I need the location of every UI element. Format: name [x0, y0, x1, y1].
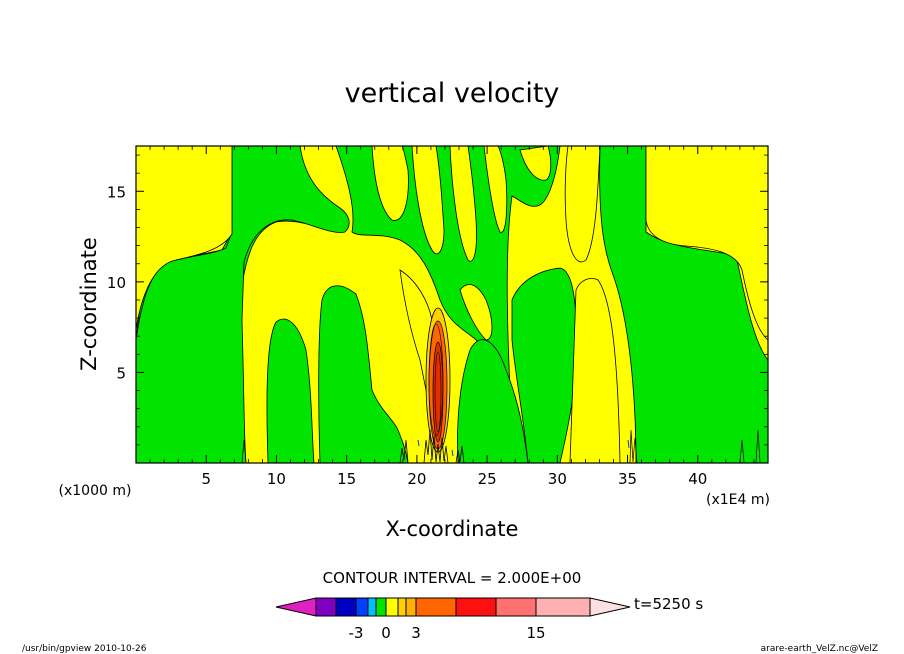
- field-region-column-1: [266, 318, 315, 463]
- x-axis-ticks: 5 10 15 20 25 30 35 40: [149, 146, 755, 488]
- colorbar-segment: [375, 597, 387, 617]
- colorbar: -3 0 3 15: [275, 597, 631, 642]
- field-region-right-yellow: [645, 146, 768, 341]
- plot-frame: [135, 145, 769, 464]
- colorbar-tick-label: 3: [411, 624, 421, 642]
- y-axis-label: Z-coordinate: [77, 237, 101, 371]
- field-region-right-upper-column: [564, 146, 601, 263]
- updraft-contour-2: [428, 323, 444, 437]
- x-tick-label: 5: [201, 470, 211, 488]
- colorbar-segment: [315, 597, 337, 617]
- colorbar-tick-label: 15: [526, 624, 545, 642]
- field-stripe-g: [459, 284, 493, 341]
- colorbar-segment: [405, 597, 417, 617]
- y-tick-label: 5: [116, 364, 126, 382]
- y-tick-label: 15: [107, 183, 126, 201]
- x-tick-label: 15: [337, 470, 356, 488]
- contour-interval: CONTOUR INTERVAL = 2.000E+00: [323, 569, 582, 587]
- x-tick-label: 10: [267, 470, 286, 488]
- x-tick-label: 20: [407, 470, 426, 488]
- colorbar-segment: [455, 597, 497, 617]
- colorbar-segment: [355, 597, 369, 617]
- field-stripe-d: [483, 146, 508, 233]
- field-region-lower-center-right: [457, 339, 529, 463]
- colorbar-low-arrow: [275, 597, 317, 617]
- velocity-field: [136, 146, 768, 463]
- field-region-center: [318, 285, 409, 463]
- colorbar-tick-label: 0: [381, 624, 391, 642]
- field-region-left-yellow: [136, 146, 233, 331]
- footer-right: arare-earth_VelZ.nc@VelZ: [761, 644, 878, 654]
- colorbar-segment: [495, 597, 537, 617]
- x-tick-label: 30: [548, 470, 567, 488]
- colorbar-tick-label: -3: [349, 624, 364, 642]
- colorbar-segment: [415, 597, 457, 617]
- field-stripe-c: [449, 146, 477, 262]
- field-stripe-b: [411, 146, 445, 255]
- x-tick-label: 40: [688, 470, 707, 488]
- colorbar-segment: [367, 597, 377, 617]
- core-updraft: [399, 307, 630, 463]
- colorbar-high-arrow: [589, 597, 631, 617]
- time-label: t=5250 s: [634, 595, 703, 613]
- updraft-blue-specks: [417, 439, 630, 457]
- colorbar-segment: [335, 597, 357, 617]
- colorbar-segment: [535, 597, 591, 617]
- surface-noise: [241, 429, 761, 463]
- updraft-turbulence: [399, 429, 465, 463]
- x-axis-label: X-coordinate: [386, 517, 519, 541]
- footer-left: /usr/bin/gpview 2010-10-26: [22, 644, 147, 654]
- chart-title: vertical velocity: [345, 78, 560, 109]
- colorbar-segment: [397, 597, 407, 617]
- field-stripe-e: [519, 146, 552, 181]
- y-tick-label: 10: [107, 274, 126, 292]
- x-unit-label: (x1E4 m): [706, 492, 770, 508]
- colorbar-segment: [385, 597, 399, 617]
- x-tick-label: 25: [478, 470, 497, 488]
- field-region-right-column: [569, 278, 621, 463]
- y-unit-label: (x1000 m): [59, 483, 132, 499]
- field-stripe-a: [371, 146, 409, 221]
- updraft-core: [432, 341, 444, 443]
- y-axis-ticks: 5 10 15: [107, 154, 768, 446]
- x-tick-label: 35: [618, 470, 637, 488]
- updraft-contour-1: [434, 351, 442, 433]
